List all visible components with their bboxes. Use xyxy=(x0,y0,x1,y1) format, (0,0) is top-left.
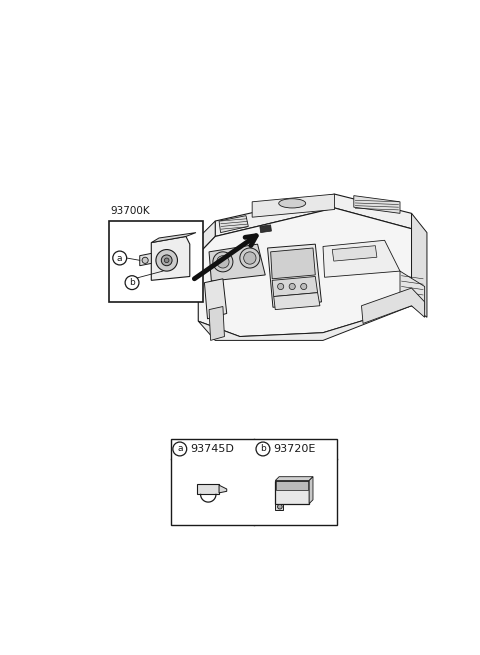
Circle shape xyxy=(161,255,172,266)
Circle shape xyxy=(217,255,229,268)
Circle shape xyxy=(256,442,270,456)
Polygon shape xyxy=(197,483,219,495)
Polygon shape xyxy=(332,246,377,261)
Polygon shape xyxy=(252,194,335,217)
Text: a: a xyxy=(117,253,122,263)
Circle shape xyxy=(240,248,260,268)
Text: b: b xyxy=(260,445,266,453)
Polygon shape xyxy=(400,271,425,310)
Circle shape xyxy=(125,276,139,290)
Circle shape xyxy=(156,250,178,271)
FancyBboxPatch shape xyxy=(275,504,283,510)
Polygon shape xyxy=(411,214,427,317)
Polygon shape xyxy=(196,221,215,254)
Polygon shape xyxy=(260,225,271,233)
Circle shape xyxy=(142,257,148,263)
Circle shape xyxy=(173,442,187,456)
Circle shape xyxy=(277,284,284,290)
Polygon shape xyxy=(198,306,411,341)
Polygon shape xyxy=(274,293,320,310)
Polygon shape xyxy=(140,253,151,266)
Polygon shape xyxy=(309,477,313,504)
Circle shape xyxy=(164,258,169,263)
Circle shape xyxy=(277,504,282,509)
Polygon shape xyxy=(361,288,425,324)
Text: 93745D: 93745D xyxy=(190,444,234,454)
Circle shape xyxy=(289,284,295,290)
Polygon shape xyxy=(323,240,400,277)
Polygon shape xyxy=(219,485,227,493)
Polygon shape xyxy=(219,215,248,233)
Circle shape xyxy=(244,252,256,264)
Text: a: a xyxy=(177,445,182,453)
Polygon shape xyxy=(209,244,265,281)
Polygon shape xyxy=(267,244,322,307)
Circle shape xyxy=(113,251,127,265)
Polygon shape xyxy=(215,194,411,236)
Polygon shape xyxy=(151,233,196,242)
FancyBboxPatch shape xyxy=(109,221,203,302)
Polygon shape xyxy=(275,481,309,504)
Polygon shape xyxy=(272,276,318,297)
Circle shape xyxy=(300,284,307,290)
Polygon shape xyxy=(354,196,400,214)
FancyBboxPatch shape xyxy=(170,439,337,525)
Polygon shape xyxy=(204,279,227,319)
Polygon shape xyxy=(198,208,411,337)
Polygon shape xyxy=(209,307,225,341)
Polygon shape xyxy=(271,248,315,279)
Text: b: b xyxy=(129,278,135,287)
Text: 93720E: 93720E xyxy=(273,444,315,454)
Circle shape xyxy=(213,252,233,272)
Text: 93700K: 93700K xyxy=(110,206,150,216)
Polygon shape xyxy=(275,477,313,481)
Polygon shape xyxy=(276,481,308,490)
Polygon shape xyxy=(151,236,190,280)
Ellipse shape xyxy=(279,198,306,208)
